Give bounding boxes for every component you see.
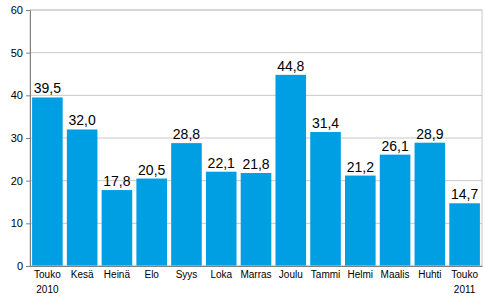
data-label: 21,2 — [347, 159, 374, 175]
y-tick-mark — [26, 95, 30, 96]
x-tick: Marras — [240, 266, 271, 280]
x-tick: Joulu — [279, 266, 303, 280]
x-tick: Loka — [210, 266, 232, 280]
x-tick-label: Joulu — [279, 269, 303, 280]
y-tick-label: 50 — [11, 47, 23, 59]
bar — [449, 203, 480, 266]
bar — [171, 143, 202, 266]
data-label: 20,5 — [138, 162, 165, 178]
x-tick-label: Heinä — [104, 269, 131, 280]
y-tick: 60 — [11, 4, 30, 16]
data-label: 17,8 — [103, 173, 130, 189]
x-tick-label: Loka — [210, 269, 232, 280]
bar — [102, 190, 133, 266]
x-tick: Kesä — [71, 266, 94, 280]
bar — [206, 172, 237, 266]
bar — [67, 129, 98, 266]
y-tick: 50 — [11, 47, 30, 59]
data-label: 21,8 — [242, 156, 269, 172]
x-tick-label: Touko2011 — [451, 269, 478, 295]
x-tick: Elo — [144, 266, 159, 280]
x-tick: Touko2010 — [34, 266, 61, 295]
x-axis-line — [31, 266, 483, 267]
data-labels: 39,5 32,0 17,8 20,5 28,8 22,1 21,8 44,8 31,4 21,2… — [34, 58, 479, 202]
y-tick-label: 60 — [11, 4, 23, 16]
bars — [32, 75, 480, 266]
data-label: 44,8 — [277, 58, 304, 74]
bar — [310, 132, 341, 266]
y-tick-mark — [26, 181, 30, 182]
y-tick-label: 30 — [11, 132, 23, 144]
bar — [345, 176, 376, 266]
y-tick-mark — [26, 53, 30, 54]
x-tick: Heinä — [104, 266, 131, 280]
data-label: 28,8 — [173, 126, 200, 142]
grid — [30, 10, 482, 266]
data-label: 32,0 — [69, 112, 96, 128]
x-tick-label: Helmi — [348, 269, 374, 280]
y-axis-line — [26, 11, 31, 267]
x-tick: Maalis — [381, 266, 410, 280]
data-label: 14,7 — [451, 186, 478, 202]
bar — [241, 173, 272, 266]
data-label: 31,4 — [312, 115, 339, 131]
bar — [275, 75, 306, 266]
x-tick: Touko2011 — [451, 266, 478, 295]
x-tick: Huhti — [418, 266, 441, 280]
y-tick: 40 — [11, 89, 30, 101]
y-axis: 0 10 20 30 40 50 60 — [11, 4, 31, 272]
data-label: 39,5 — [34, 80, 61, 96]
grid-line — [30, 95, 482, 96]
y-tick: 20 — [11, 175, 30, 187]
data-label: 26,1 — [381, 138, 408, 154]
bar — [415, 143, 446, 266]
x-tick: Syys — [176, 266, 198, 280]
x-tick-label: Maalis — [381, 269, 410, 280]
y-tick: 30 — [11, 132, 30, 144]
x-tick: Helmi — [348, 266, 374, 280]
x-tick-label: Huhti — [418, 269, 441, 280]
y-tick: 0 — [17, 260, 30, 272]
x-tick-label: Marras — [240, 269, 271, 280]
x-tick-label: Kesä — [71, 269, 94, 280]
y-tick-mark — [26, 266, 30, 267]
y-tick-label: 40 — [11, 89, 23, 101]
bar — [380, 155, 411, 266]
plot: 0 10 20 30 40 50 60 Touko2010 Kesä Heinä Elo Syys Lo… — [11, 4, 483, 295]
bar — [136, 179, 167, 266]
y-tick-mark — [26, 223, 30, 224]
y-tick-mark — [26, 138, 30, 139]
x-tick: Tammi — [311, 266, 340, 280]
data-label: 28,9 — [416, 126, 443, 142]
grid-line — [30, 138, 482, 139]
x-tick-label: Elo — [144, 269, 159, 280]
plot-frame — [30, 10, 482, 266]
x-tick-label: Touko2010 — [34, 269, 61, 295]
chart: 0 10 20 30 40 50 60 Touko2010 Kesä Heinä Elo Syys Lo… — [0, 0, 485, 300]
grid-line — [30, 52, 482, 53]
y-tick-label: 10 — [11, 217, 23, 229]
data-label: 22,1 — [208, 155, 235, 171]
y-tick-label: 0 — [17, 260, 23, 272]
y-tick: 10 — [11, 217, 30, 229]
y-tick-mark — [26, 10, 30, 11]
x-tick-label: Syys — [176, 269, 198, 280]
y-tick-label: 20 — [11, 175, 23, 187]
x-axis: Touko2010 Kesä Heinä Elo Syys Loka Marras Joulu… — [31, 266, 483, 295]
bar — [32, 97, 63, 266]
x-tick-label: Tammi — [311, 269, 340, 280]
